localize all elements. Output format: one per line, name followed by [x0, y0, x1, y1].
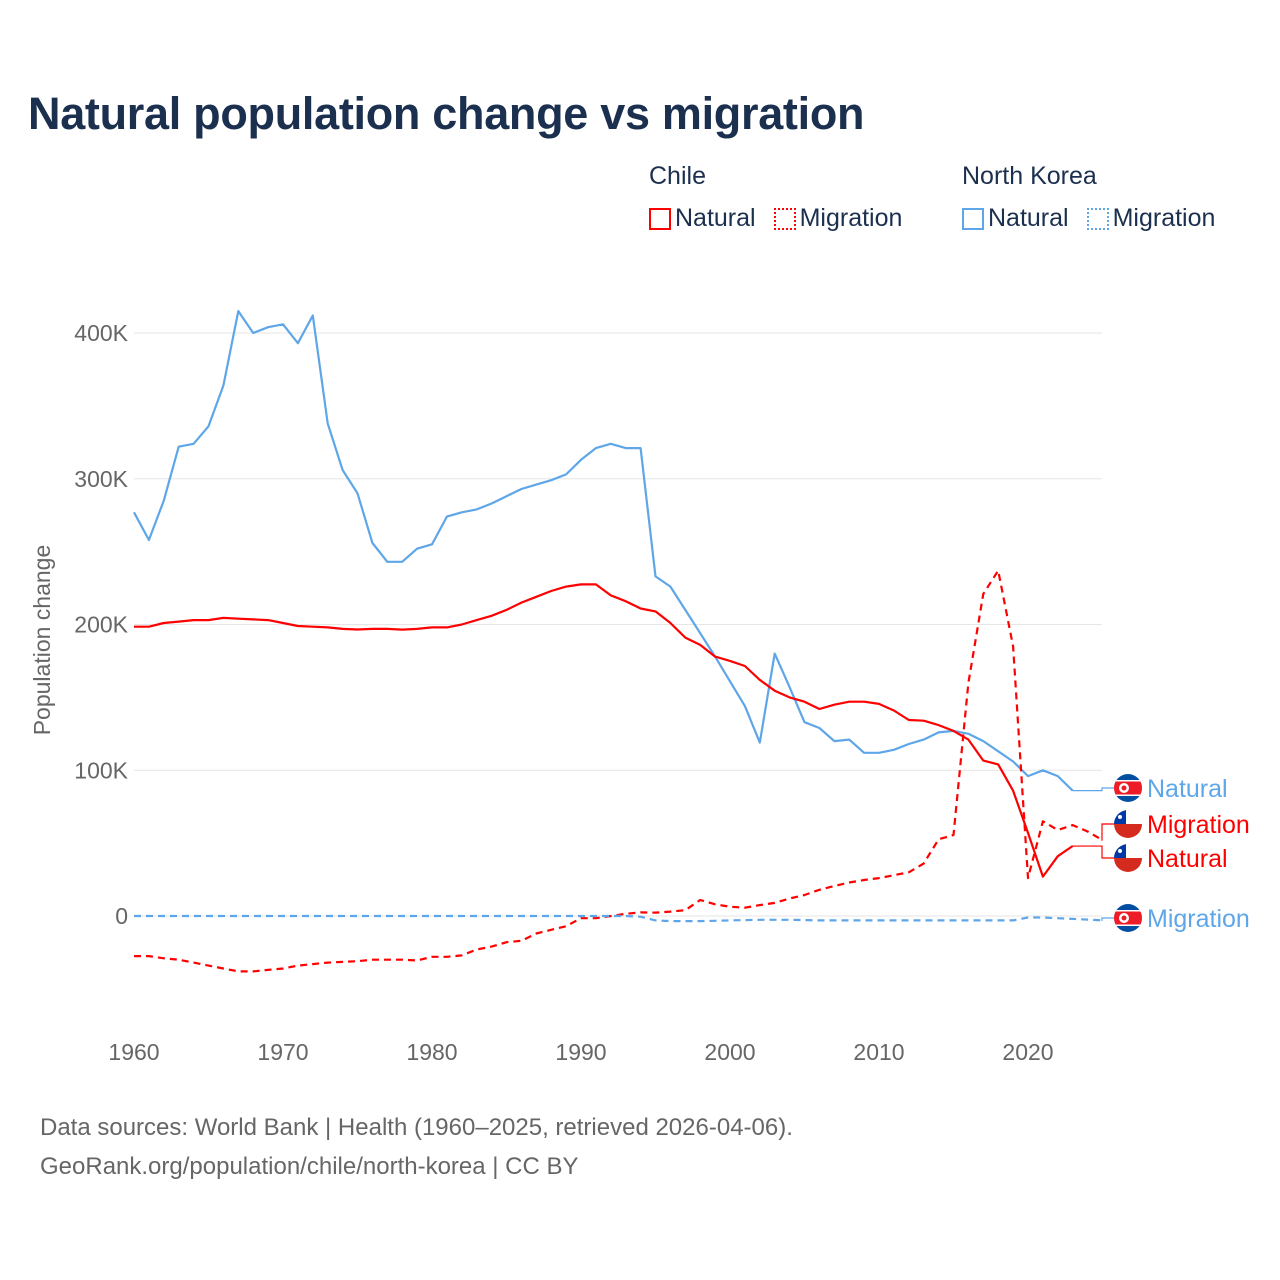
legend-label: Natural	[675, 204, 756, 232]
north-korea-flag-icon	[1114, 904, 1142, 932]
legend-label: Migration	[799, 204, 903, 232]
legend-swatch-solid	[649, 207, 671, 230]
legend-group-north-korea: North Korea Natural Migration	[962, 162, 1215, 233]
footer-link[interactable]: GeoRank.org/population/chile/north-korea…	[40, 1153, 579, 1180]
x-tick-label: 1970	[257, 1039, 308, 1065]
legend-swatch-dashed	[773, 207, 796, 230]
label-connector	[1072, 787, 1114, 792]
chile-flag-icon	[1114, 810, 1142, 838]
x-tick-label: 2010	[853, 1039, 904, 1065]
legend-swatch-solid	[962, 207, 984, 230]
legend-label: Natural	[988, 204, 1069, 232]
series-line-north-korea-natural[interactable]	[133, 310, 1074, 792]
label-connector	[1101, 823, 1114, 841]
y-tick-label: 300K	[74, 466, 128, 492]
y-tick-label: 0	[115, 903, 128, 929]
legend-group-title: North Korea	[962, 162, 1097, 190]
series-line-north-korea-migration[interactable]	[134, 914, 1103, 923]
footer-sources: Data sources: World Bank | Health (1960–…	[40, 1114, 793, 1141]
x-tick-label: 1980	[406, 1039, 457, 1065]
legend-group-title: Chile	[649, 162, 706, 190]
series-end-label: Migration	[1147, 811, 1250, 839]
y-tick-label: 400K	[74, 320, 128, 346]
legend-group-chile: Chile Natural Migration	[649, 162, 902, 233]
x-tick-label: 2020	[1002, 1039, 1053, 1065]
chart-title: Natural population change vs migration	[28, 88, 865, 139]
legend-item-chile-natural[interactable]: Natural	[649, 204, 756, 233]
series-end-label: Natural	[1147, 775, 1228, 803]
y-tick-label: 100K	[74, 757, 128, 783]
footer: Data sources: World Bank | Health (1960–…	[40, 1108, 793, 1186]
legend-item-nk-migration[interactable]: Migration	[1086, 204, 1216, 233]
series-end-label: Natural	[1147, 845, 1228, 873]
label-connector	[1101, 917, 1114, 921]
x-tick-label: 1960	[108, 1039, 159, 1065]
north-korea-flag-icon	[1114, 774, 1142, 802]
legend-item-chile-migration[interactable]: Migration	[773, 204, 903, 233]
legend-label: Migration	[1112, 204, 1216, 232]
legend-swatch-dashed	[1086, 207, 1109, 230]
chile-flag-icon	[1114, 844, 1142, 872]
x-tick-label: 2000	[704, 1039, 755, 1065]
series-line-chile-migration[interactable]	[134, 569, 1104, 973]
label-connector	[1072, 845, 1114, 859]
series-end-label: Migration	[1147, 905, 1250, 933]
y-axis-label: Population change	[29, 545, 55, 736]
legend-item-nk-natural[interactable]: Natural	[962, 204, 1069, 233]
y-tick-label: 200K	[74, 612, 128, 638]
series-line-chile-natural[interactable]	[134, 583, 1074, 878]
x-tick-label: 1990	[555, 1039, 606, 1065]
